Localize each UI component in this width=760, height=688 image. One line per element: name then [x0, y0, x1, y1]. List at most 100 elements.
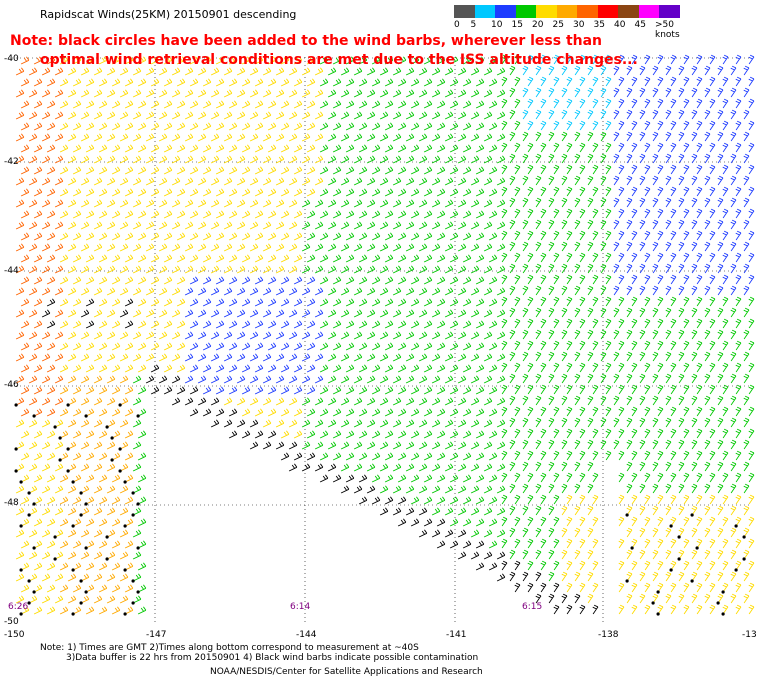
wind-barb — [561, 241, 568, 252]
wind-barb-stroke — [197, 265, 207, 274]
wind-barb — [527, 494, 534, 505]
wind-barb-stroke — [501, 318, 508, 329]
wind-barb — [80, 111, 90, 120]
wind-barb-stroke — [145, 221, 155, 230]
wind-barb-stroke — [444, 375, 454, 384]
wind-barb-stroke — [124, 78, 134, 87]
wind-barb — [743, 263, 750, 274]
wind-barb — [548, 153, 555, 164]
wind-barb — [613, 153, 620, 164]
wind-barb-stroke — [392, 155, 402, 164]
wind-barb — [353, 397, 363, 406]
wind-barb — [669, 560, 677, 572]
wind-barb — [630, 538, 638, 550]
wind-barb — [105, 529, 116, 539]
wind-barb — [522, 241, 529, 252]
wind-barb-stroke — [423, 276, 433, 285]
wind-barb — [59, 342, 69, 351]
wind-barb — [280, 166, 290, 175]
wind-barb-stroke — [470, 485, 480, 494]
wind-barb — [709, 230, 716, 241]
wind-barb — [592, 164, 599, 175]
wind-barb — [85, 342, 95, 351]
wind-barb-stroke — [150, 342, 160, 351]
wind-barb-stroke — [639, 219, 646, 230]
wind-barb — [462, 540, 472, 549]
wind-barb-stroke — [137, 430, 147, 439]
wind-barb — [241, 188, 251, 197]
wind-barb — [340, 265, 350, 274]
wind-barb — [405, 419, 415, 428]
wind-barb-stroke — [514, 340, 521, 351]
wind-barb — [241, 342, 251, 351]
wind-barb-stroke — [748, 318, 755, 329]
wind-barb — [28, 375, 38, 384]
wind-barb-stroke — [405, 507, 415, 516]
wind-barb-stroke — [202, 210, 212, 219]
wind-barb-stroke — [704, 131, 711, 142]
wind-barb — [392, 397, 402, 406]
wind-barb — [150, 210, 160, 219]
wind-barb — [19, 562, 30, 572]
wind-barb — [600, 439, 607, 450]
wind-barb-stroke — [410, 100, 420, 109]
wind-barb-stroke — [228, 122, 238, 131]
wind-barb — [223, 287, 233, 296]
wind-barb — [509, 175, 516, 186]
wind-barb-stroke — [691, 417, 698, 428]
wind-barb-stroke — [72, 342, 82, 351]
wind-barb — [717, 351, 724, 362]
wind-barb-stroke — [158, 67, 168, 76]
wind-barb — [85, 78, 95, 87]
wind-barb — [405, 265, 415, 274]
wind-barb-stroke — [730, 373, 737, 384]
wind-barb — [163, 144, 173, 153]
wind-barb — [574, 175, 581, 186]
wind-barb — [132, 133, 142, 142]
wind-barb — [644, 494, 651, 505]
wind-barb-stroke — [717, 197, 724, 208]
wind-barb — [158, 89, 168, 98]
wind-barb-stroke — [405, 331, 415, 340]
wind-barb — [709, 120, 716, 131]
wind-barb-stroke — [431, 419, 441, 428]
wind-barb-stroke — [241, 276, 251, 285]
wind-barb-stroke — [306, 320, 316, 329]
wind-barb — [514, 142, 521, 153]
wind-barb — [626, 307, 633, 318]
wind-barb-stroke — [132, 353, 142, 362]
wind-barb — [704, 87, 711, 98]
wind-barb — [85, 474, 95, 483]
wind-barb-stroke — [262, 309, 272, 318]
wind-barb-stroke — [293, 78, 303, 87]
wind-barb — [748, 362, 755, 373]
wind-barb-stroke — [574, 241, 581, 252]
wind-barb-stroke — [46, 540, 56, 549]
wind-barb — [462, 408, 472, 417]
wind-barb-stroke — [540, 296, 547, 307]
wind-barb-stroke — [306, 276, 316, 285]
wind-barb-stroke — [345, 474, 355, 483]
wind-barb-stroke — [249, 397, 259, 406]
wind-barb — [111, 144, 121, 153]
wind-barb — [197, 155, 207, 164]
wind-barb-stroke — [496, 155, 506, 164]
wind-barb — [189, 320, 199, 329]
wind-barb — [71, 518, 82, 528]
wind-barb — [327, 111, 337, 120]
wind-barb-stroke — [275, 89, 285, 98]
wind-barb — [483, 265, 493, 274]
wind-barb-stroke — [470, 67, 480, 76]
wind-barb-stroke — [371, 320, 381, 329]
wind-barb — [262, 287, 272, 296]
wind-barb — [626, 285, 633, 296]
wind-barb — [397, 100, 407, 109]
wind-barb-stroke — [54, 89, 64, 98]
wind-barb-stroke — [462, 56, 472, 65]
wind-barb — [410, 166, 420, 175]
wind-barb-stroke — [397, 320, 407, 329]
wind-barb-stroke — [236, 265, 246, 274]
wind-barb-stroke — [132, 265, 142, 274]
wind-barb — [418, 397, 428, 406]
wind-barb — [618, 120, 625, 131]
